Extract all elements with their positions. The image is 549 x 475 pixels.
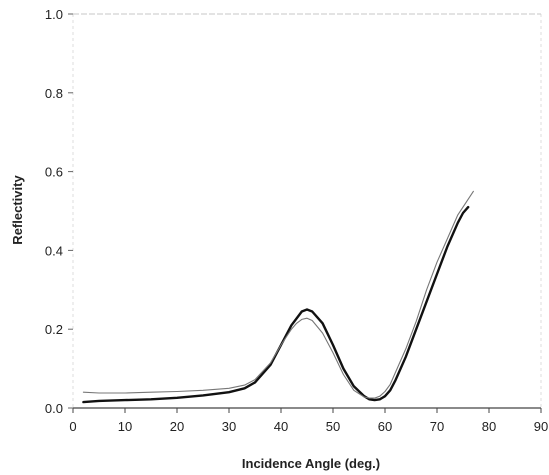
plot-frame [72,13,542,409]
y-tick-label: 0.0 [45,401,63,416]
x-tick-label: 30 [222,419,236,434]
x-tick-label: 70 [430,419,444,434]
x-tick-label: 50 [326,419,340,434]
x-tick-label: 40 [274,419,288,434]
y-tick-label: 0.4 [45,243,63,258]
y-tick-label: 0.6 [45,165,63,180]
series-line-thin [82,190,474,399]
y-tick-label: 1.0 [45,7,63,22]
y-tick-label: 0.2 [45,322,63,337]
x-tick-label: 0 [69,419,76,434]
x-tick-label: 80 [482,419,496,434]
y-axis-ticks: 0.0 0.2 0.4 0.6 0.8 1.0 [45,7,73,416]
y-axis-title: Reflectivity [10,175,25,245]
y-tick-label: 0.8 [45,86,63,101]
x-tick-label: 10 [118,419,132,434]
x-axis-title: Incidence Angle (deg.) [242,456,380,471]
x-axis-ticks: 0 10 20 30 40 50 60 70 80 90 [69,408,548,434]
x-tick-label: 60 [378,419,392,434]
x-tick-label: 20 [170,419,184,434]
series-line-thick [82,205,470,404]
x-tick-label: 90 [534,419,548,434]
series-layer [82,190,474,404]
